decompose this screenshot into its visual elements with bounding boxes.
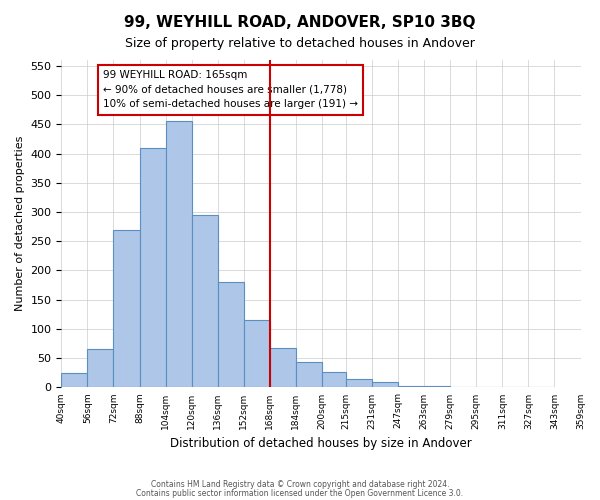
Bar [61,373,88,388]
Bar [451,387,476,388]
Bar [191,215,218,388]
Bar [322,372,346,388]
Text: Size of property relative to detached houses in Andover: Size of property relative to detached ho… [125,38,475,51]
Text: 99, WEYHILL ROAD, ANDOVER, SP10 3BQ: 99, WEYHILL ROAD, ANDOVER, SP10 3BQ [124,15,476,30]
Y-axis label: Number of detached properties: Number of detached properties [15,136,25,312]
Bar [244,320,269,388]
X-axis label: Distribution of detached houses by size in Andover: Distribution of detached houses by size … [170,437,472,450]
Bar [269,348,296,388]
Text: Contains public sector information licensed under the Open Government Licence 3.: Contains public sector information licen… [136,488,464,498]
Bar [88,350,113,388]
Bar [529,387,554,388]
Bar [113,230,140,388]
Text: Contains HM Land Registry data © Crown copyright and database right 2024.: Contains HM Land Registry data © Crown c… [151,480,449,489]
Text: 99 WEYHILL ROAD: 165sqm
← 90% of detached houses are smaller (1,778)
10% of semi: 99 WEYHILL ROAD: 165sqm ← 90% of detache… [103,70,358,110]
Bar [296,362,322,388]
Bar [398,386,424,388]
Bar [476,387,502,388]
Bar [140,148,166,388]
Bar [424,386,451,388]
Bar [372,382,398,388]
Bar [218,282,244,388]
Bar [166,122,191,388]
Bar [346,378,372,388]
